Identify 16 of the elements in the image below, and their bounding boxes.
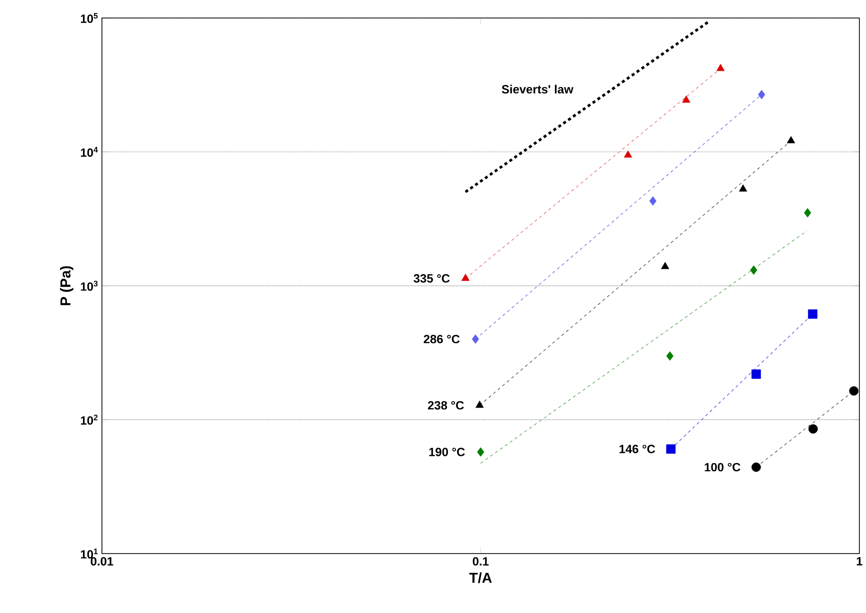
series-label: 286 °C (424, 335, 460, 344)
y-tick-label: 10$^{3}$ (80, 281, 98, 291)
series-label: 146 °C (620, 445, 656, 454)
x-tick-label: 0.1 (472, 557, 489, 566)
y-tick-label: 10$^{5}$ (80, 13, 98, 24)
series-label: 238 °C (428, 401, 464, 410)
x-tick-label: 0.01 (90, 557, 114, 566)
x-tick-label: 1 (856, 557, 862, 566)
y-axis-title: P (Pa) (60, 266, 74, 306)
y-tick-label: 10$^{2}$ (80, 414, 98, 425)
series-label: Sieverts' law (502, 84, 574, 94)
y-tick-label: 10$^{4}$ (80, 147, 98, 158)
series-label: 335 °C (414, 274, 450, 283)
series-label: 190 °C (429, 448, 465, 456)
x-axis-title: T/A (469, 572, 492, 584)
series-label: 100 °C (704, 463, 740, 472)
